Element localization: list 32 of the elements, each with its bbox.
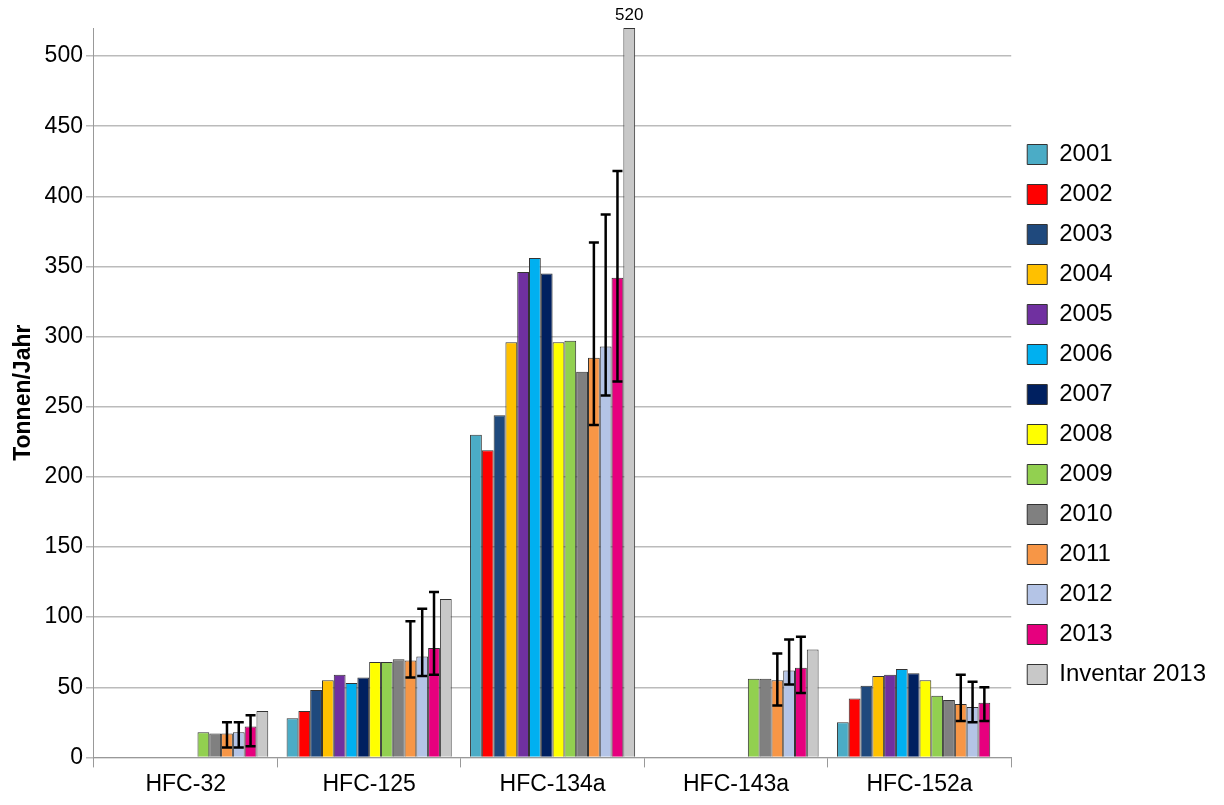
y-tick-label: 0	[70, 742, 83, 769]
y-axis-title: Tonnen/Jahr	[9, 324, 36, 461]
x-tick-label: HFC-143a	[682, 769, 790, 796]
y-tick-label: 300	[44, 321, 83, 348]
data-label: 520	[615, 5, 644, 25]
y-tick-label: 50	[57, 672, 83, 699]
x-tick-label: HFC-125	[322, 769, 416, 796]
legend-label: 2002	[1059, 179, 1113, 207]
x-tick-label: HFC-32	[145, 769, 226, 796]
x-tick-label: HFC-152a	[866, 769, 973, 796]
y-tick-label: 350	[44, 251, 83, 278]
legend-label: Inventar 2013	[1059, 659, 1206, 687]
y-tick-label: 150	[44, 532, 83, 559]
legend-label: 2003	[1059, 219, 1113, 247]
y-tick-label: 200	[44, 462, 83, 489]
legend-label: 2010	[1059, 499, 1113, 527]
legend-label: 2013	[1059, 619, 1113, 647]
y-tick-label: 400	[44, 181, 83, 208]
legend-label: 2004	[1059, 259, 1113, 287]
legend-label: 2007	[1059, 379, 1113, 407]
legend-label: 2012	[1059, 579, 1113, 607]
y-tick-label: 250	[44, 392, 83, 419]
legend-label: 2009	[1059, 459, 1113, 487]
legend-label: 2006	[1059, 339, 1113, 367]
y-tick-label: 500	[44, 41, 83, 68]
legend-label: 2005	[1059, 299, 1113, 327]
y-tick-label: 450	[44, 111, 83, 138]
y-tick-label: 100	[44, 602, 83, 629]
legend-label: 2001	[1059, 139, 1113, 167]
x-tick-label: HFC-134a	[499, 769, 606, 796]
legend-label: 2008	[1059, 419, 1113, 447]
legend-label: 2011	[1059, 539, 1111, 567]
